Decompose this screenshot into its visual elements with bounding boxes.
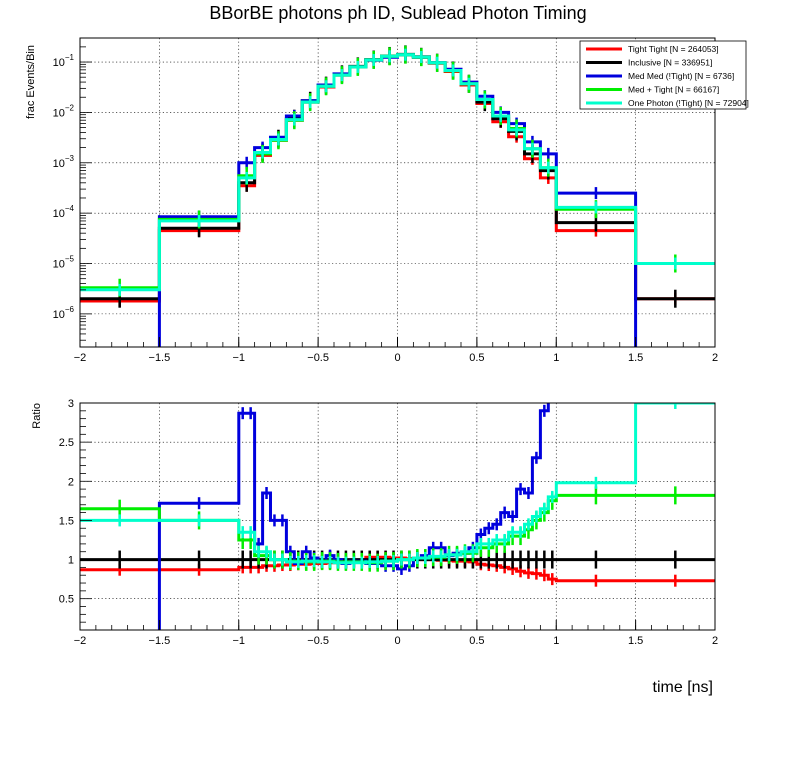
x-tick-label: −2: [74, 352, 87, 364]
x-tick-label: −1: [232, 352, 245, 364]
series-group: [80, 403, 715, 630]
x-tick-label: −1: [232, 635, 245, 647]
x-tick-label: 1.5: [628, 352, 643, 364]
y-tick-label: 2: [68, 476, 74, 488]
x-tick-label: 1: [553, 635, 559, 647]
x-tick-label: 0: [394, 635, 400, 647]
y-axis-title: frac Events/Bin: [25, 45, 37, 119]
y-tick-label: 3: [68, 398, 74, 410]
x-tick-label: −0.5: [307, 352, 329, 364]
x-tick-label: 2: [712, 635, 718, 647]
x-tick-label: 1.5: [628, 635, 643, 647]
x-tick-label: 0.5: [469, 352, 484, 364]
x-tick-label: 1: [553, 352, 559, 364]
y-tick-label: 2.5: [59, 437, 74, 449]
x-tick-label: −0.5: [307, 635, 329, 647]
series-medmed-line: [157, 403, 550, 630]
ratio-panel: −2 −1.5 −1 −0.5 0 0.5 1 1.5 2 0.5 1 1.5 2 2.5 3 Ratio: [31, 398, 718, 647]
x-tick-label: 0.5: [469, 635, 484, 647]
x-tick-label: −1.5: [149, 352, 171, 364]
x-axis-title: time [ns]: [653, 679, 713, 696]
x-tick-label: −1.5: [149, 635, 171, 647]
y-tick-label: 1: [68, 555, 74, 567]
x-tick-label: 2: [712, 352, 718, 364]
chart-title: BBorBE photons ph ID, Sublead Photon Tim…: [209, 3, 586, 23]
series-group: [80, 45, 715, 347]
legend-label-medtight: Med + Tight [N = 66167]: [628, 85, 719, 95]
y-tick-label: 1.5: [59, 515, 74, 527]
legend: Tight Tight [N = 264053] Inclusive [N = 3…: [579, 40, 749, 110]
x-tick-label: −2: [74, 635, 87, 647]
y-axis-title: Ratio: [31, 403, 43, 429]
series-onephoton-line: [80, 53, 715, 292]
legend-label-onephoton: One Photon (!Tight) [N = 72904]: [628, 98, 749, 108]
x-tick-label: 0: [394, 352, 400, 364]
legend-label-tight: Tight Tight [N = 264053]: [628, 44, 719, 54]
legend-label-inclusive: Inclusive [N = 336951]: [628, 58, 712, 68]
y-tick-label: 0.5: [59, 594, 74, 606]
legend-label-medmed: Med Med (!Tight) [N = 6736]: [628, 71, 734, 81]
